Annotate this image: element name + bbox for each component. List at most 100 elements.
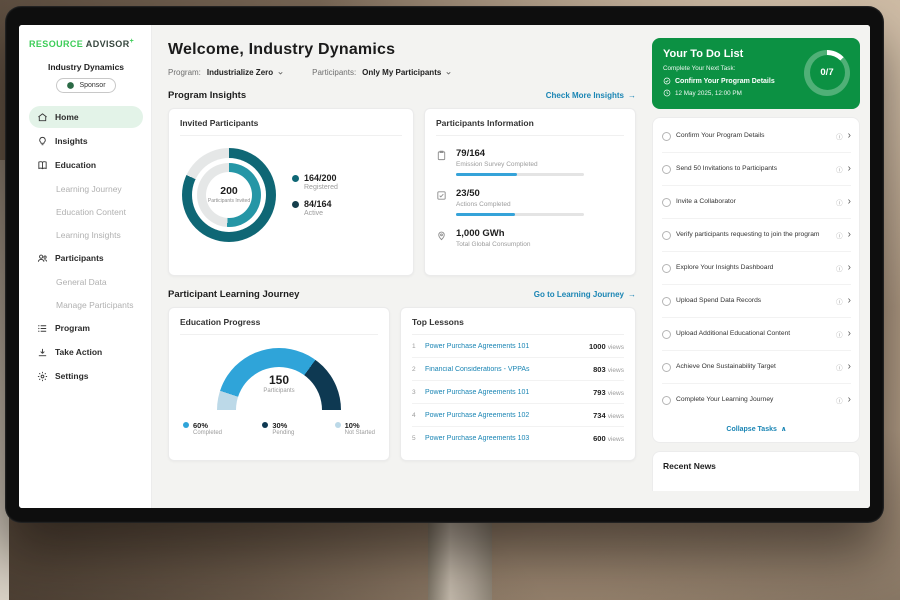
task-row[interactable]: Complete Your Learning Journey ⓘ › xyxy=(662,384,851,416)
sidebar-item-participants[interactable]: Participants xyxy=(29,247,143,269)
logo-resource-text: RESOURCE xyxy=(29,39,84,49)
task-row[interactable]: Achieve One Sustainability Target ⓘ › xyxy=(662,351,851,384)
info-icon[interactable]: ⓘ xyxy=(836,365,843,372)
participants-information-card: Participants Information 79/164 Emission… xyxy=(424,108,636,276)
participants-filter: Participants: Only My Participants xyxy=(312,68,452,77)
chevron-down-icon xyxy=(445,70,452,76)
todo-progress-ring: 0/7 xyxy=(804,49,850,96)
nav-label: General Data xyxy=(56,277,107,287)
chevron-right-icon[interactable]: › xyxy=(847,262,851,273)
chevron-up-icon: ∧ xyxy=(780,426,787,433)
task-checkbox[interactable] xyxy=(662,395,671,405)
sidebar-item-take-action[interactable]: Take Action xyxy=(29,341,143,363)
go-to-learning-journey-link[interactable]: Go to Learning Journey → xyxy=(533,290,636,299)
info-icon[interactable]: ⓘ xyxy=(836,398,843,405)
info-icon[interactable]: ⓘ xyxy=(836,266,843,273)
monitor-stand xyxy=(428,521,492,600)
sidebar-item-learning-journey[interactable]: Learning Journey xyxy=(29,178,143,200)
task-row[interactable]: Upload Additional Educational Content ⓘ … xyxy=(662,318,851,351)
sidebar-item-home[interactable]: Home xyxy=(29,106,143,128)
task-row[interactable]: Confirm Your Program Details ⓘ › xyxy=(662,120,851,153)
top-lessons-card: Top Lessons 1 Power Purchase Agreements … xyxy=(400,307,636,461)
page-title: Welcome, Industry Dynamics xyxy=(168,41,396,58)
check-more-insights-link[interactable]: Check More Insights → xyxy=(545,91,636,100)
task-checkbox[interactable] xyxy=(662,263,671,273)
nav-label: Program xyxy=(55,323,90,333)
lesson-row[interactable]: 2 Financial Considerations - VPPAs 803 v… xyxy=(412,358,624,381)
card-title: Participants Information xyxy=(436,118,624,136)
sponsor-badge-label: Sponsor xyxy=(79,82,106,89)
sidebar-item-program[interactable]: Program xyxy=(29,317,143,339)
sidebar-item-manage-participants[interactable]: Manage Participants xyxy=(29,294,143,316)
legend-item-active: 84/164 Active xyxy=(292,199,338,217)
chevron-right-icon[interactable]: › xyxy=(847,328,851,339)
invited-total-label: Participants Invited xyxy=(207,198,251,205)
task-row[interactable]: Invite a Collaborator ⓘ › xyxy=(662,186,851,219)
sponsor-icon xyxy=(66,81,75,90)
program-filter-dropdown[interactable]: Industrialize Zero xyxy=(207,68,284,77)
sidebar-item-education[interactable]: Education xyxy=(29,154,143,176)
collapse-tasks-link[interactable]: Collapse Tasks ∧ xyxy=(726,425,787,434)
info-icon[interactable]: ⓘ xyxy=(836,167,843,174)
chevron-right-icon[interactable]: › xyxy=(847,130,851,141)
section-title-program-insights: Program Insights xyxy=(168,90,247,101)
nav-label: Home xyxy=(55,112,79,122)
card-title: Top Lessons xyxy=(412,317,624,335)
section-title-learning-journey: Participant Learning Journey xyxy=(168,289,300,300)
task-checkbox[interactable] xyxy=(662,362,671,372)
lesson-row[interactable]: 1 Power Purchase Agreements 101 1000 vie… xyxy=(412,335,624,358)
chevron-down-icon xyxy=(277,70,284,76)
lesson-row[interactable]: 4 Power Purchase Agreements 102 734 view… xyxy=(412,404,624,427)
legend-dot-active xyxy=(292,201,299,208)
lesson-row[interactable]: 5 Power Purchase Agreements 103 600 view… xyxy=(412,434,624,443)
learning-journey-header: Participant Learning Journey Go to Learn… xyxy=(168,289,636,300)
info-icon[interactable]: ⓘ xyxy=(836,134,843,141)
nav-label: Participants xyxy=(55,253,104,263)
legend-item-registered: 164/200 Registered xyxy=(292,173,338,191)
donut-outer-ring: 200 Participants Invited xyxy=(182,148,276,242)
task-row[interactable]: Upload Spend Data Records ⓘ › xyxy=(662,285,851,318)
info-icon[interactable]: ⓘ xyxy=(836,332,843,339)
info-icon[interactable]: ⓘ xyxy=(836,299,843,306)
dashboard-screen: RESOURCE ADVISOR+ Industry Dynamics Spon… xyxy=(19,25,870,508)
sidebar-item-insights[interactable]: Insights xyxy=(29,130,143,152)
card-title: Invited Participants xyxy=(180,118,402,136)
nav-label: Manage Participants xyxy=(56,300,134,310)
chevron-right-icon[interactable]: › xyxy=(847,229,851,240)
sidebar-item-learning-insights[interactable]: Learning Insights xyxy=(29,224,143,246)
legend-item-not-started: 10% Not Started xyxy=(334,421,375,436)
task-checkbox[interactable] xyxy=(662,329,671,339)
task-checkbox[interactable] xyxy=(662,164,671,174)
program-filter-value: Industrialize Zero xyxy=(206,68,274,77)
sponsor-badge[interactable]: Sponsor xyxy=(56,78,116,93)
todo-due-date: 12 May 2025, 12:00 PM xyxy=(663,89,775,97)
task-checkbox[interactable] xyxy=(662,197,671,207)
task-row[interactable]: Send 50 Invitations to Participants ⓘ › xyxy=(662,153,851,186)
chevron-right-icon[interactable]: › xyxy=(847,295,851,306)
invited-participants-card: Invited Participants 200 Participants In… xyxy=(168,108,414,276)
todo-summary-card: Your To Do List Complete Your Next Task:… xyxy=(652,38,860,109)
info-icon[interactable]: ⓘ xyxy=(836,233,843,240)
todo-next-task: Confirm Your Program Details xyxy=(663,77,775,85)
sidebar-item-general-data[interactable]: General Data xyxy=(29,271,143,293)
participants-filter-label: Participants: xyxy=(312,68,357,77)
gauge-legend: 60% Completed 30% Pending xyxy=(180,421,378,436)
sidebar-item-settings[interactable]: Settings xyxy=(29,365,143,387)
task-checkbox[interactable] xyxy=(662,230,671,240)
chevron-right-icon[interactable]: › xyxy=(847,394,851,405)
location-pin-icon xyxy=(436,230,447,241)
info-icon[interactable]: ⓘ xyxy=(836,200,843,207)
chevron-right-icon[interactable]: › xyxy=(847,163,851,174)
logo-plus-text: + xyxy=(129,38,135,45)
chevron-right-icon[interactable]: › xyxy=(847,196,851,207)
task-checkbox[interactable] xyxy=(662,131,671,141)
chevron-right-icon[interactable]: › xyxy=(847,361,851,372)
task-row[interactable]: Verify participants requesting to join t… xyxy=(662,219,851,252)
education-progress-card: Education Progress 150 Participants xyxy=(168,307,390,461)
users-icon xyxy=(37,253,48,264)
sidebar-item-education-content[interactable]: Education Content xyxy=(29,201,143,223)
participants-filter-dropdown[interactable]: Only My Participants xyxy=(362,68,452,77)
task-row[interactable]: Explore Your Insights Dashboard ⓘ › xyxy=(662,252,851,285)
task-checkbox[interactable] xyxy=(662,296,671,306)
lesson-row[interactable]: 3 Power Purchase Agreements 101 793 view… xyxy=(412,381,624,404)
